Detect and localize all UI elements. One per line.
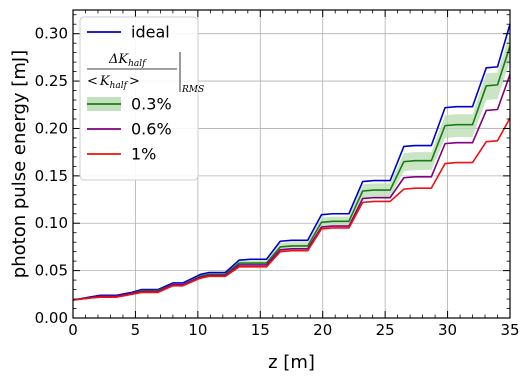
series-line-0.3%: [72, 45, 511, 301]
legend-label: ideal: [131, 23, 170, 42]
legend-label: 0.3%: [131, 95, 172, 114]
y-tick-label: 0.25: [35, 72, 68, 90]
x-tick-label: 30: [438, 321, 457, 339]
y-tick-label: 0.30: [35, 25, 68, 43]
y-axis-label: photon pulse energy [mJ]: [9, 50, 30, 278]
x-tick-label: 5: [131, 321, 141, 339]
legend-label: 1%: [131, 145, 156, 164]
x-tick-label: 15: [251, 321, 270, 339]
y-tick-label: 0.20: [35, 119, 68, 137]
legend-entry: 1%: [87, 145, 156, 164]
legend-entry: 0.6%: [87, 120, 172, 139]
legend-entry: ideal: [87, 23, 170, 42]
series-line-ideal: [72, 23, 511, 301]
legend-title-rms: RMS: [181, 85, 204, 95]
series-line-1%: [72, 117, 511, 301]
x-tick-label: 10: [188, 321, 207, 339]
legend-box: [79, 16, 199, 181]
series-line-0.6%: [72, 74, 511, 301]
legend-entry: 0.3%: [87, 95, 172, 114]
x-axis-label: z [m]: [268, 352, 315, 373]
legend-label: 0.6%: [131, 120, 172, 139]
plot-frame: [72, 9, 511, 319]
x-tick-label: 0: [68, 321, 78, 339]
y-tick-label: 0.00: [35, 309, 68, 327]
legend: ideal 0.3% 0.6% 1% ΔKhalf < Khalf > RMS: [79, 16, 204, 181]
x-tick-label: 20: [313, 321, 332, 339]
x-tick-label: 35: [500, 321, 519, 339]
x-tick-label: 25: [376, 321, 395, 339]
tick-labels: 0 5 10 15 20 25 30 35 0.00 0.05 0.10 0.15 0.20 0.25 0.…: [35, 25, 520, 339]
legend-title: ΔKhalf < Khalf > RMS: [87, 52, 204, 95]
y-tick-label: 0.05: [35, 262, 68, 280]
y-tick-label: 0.15: [35, 167, 68, 185]
legend-title-denominator: < Khalf >: [87, 74, 140, 91]
series-lines: [72, 23, 511, 301]
legend-title-numerator: ΔKhalf: [108, 52, 147, 69]
y-tick-label: 0.10: [35, 214, 68, 232]
